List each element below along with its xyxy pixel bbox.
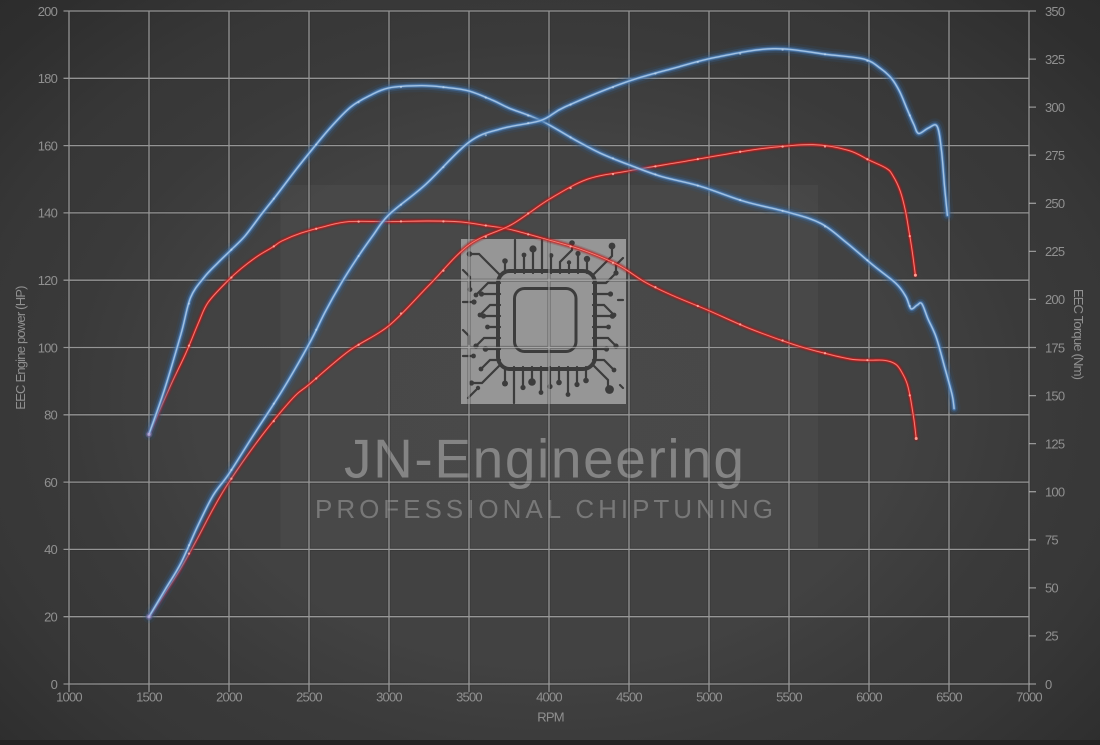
svg-text:350: 350 [1045,4,1065,19]
svg-text:3000: 3000 [376,690,402,705]
svg-text:5500: 5500 [776,690,802,705]
svg-text:EEC Torque (Nm): EEC Torque (Nm) [1071,289,1086,380]
svg-text:40: 40 [44,542,57,557]
svg-text:200: 200 [1045,292,1065,307]
svg-text:7000: 7000 [1016,690,1042,705]
svg-text:6500: 6500 [936,690,962,705]
svg-text:120: 120 [38,273,58,288]
svg-text:RPM: RPM [537,710,564,725]
svg-text:5000: 5000 [696,690,722,705]
svg-text:225: 225 [1045,244,1065,259]
svg-text:200: 200 [38,4,58,19]
svg-text:50: 50 [1045,581,1058,596]
svg-text:4000: 4000 [536,690,562,705]
svg-text:300: 300 [1045,100,1065,115]
svg-text:25: 25 [1045,629,1058,644]
svg-text:75: 75 [1045,533,1058,548]
svg-text:140: 140 [38,206,58,221]
svg-text:JN-Engineering: JN-Engineering [344,428,744,490]
svg-text:80: 80 [44,408,57,423]
svg-text:2500: 2500 [296,690,322,705]
svg-text:275: 275 [1045,148,1065,163]
svg-text:20: 20 [44,610,57,625]
svg-text:125: 125 [1045,436,1065,451]
svg-text:325: 325 [1045,52,1065,67]
svg-text:250: 250 [1045,196,1065,211]
svg-text:180: 180 [38,71,58,86]
svg-text:1000: 1000 [56,690,82,705]
svg-text:EEC Engine power (HP): EEC Engine power (HP) [13,286,28,410]
svg-text:1500: 1500 [136,690,162,705]
svg-text:0: 0 [51,677,58,692]
svg-text:0: 0 [1045,677,1052,692]
svg-text:160: 160 [38,138,58,153]
svg-text:2000: 2000 [216,690,242,705]
svg-text:6000: 6000 [856,690,882,705]
svg-text:175: 175 [1045,340,1065,355]
svg-text:3500: 3500 [456,690,482,705]
svg-text:150: 150 [1045,388,1065,403]
svg-text:100: 100 [1045,485,1065,500]
svg-text:4500: 4500 [616,690,642,705]
svg-text:60: 60 [44,475,57,490]
svg-text:100: 100 [38,340,58,355]
